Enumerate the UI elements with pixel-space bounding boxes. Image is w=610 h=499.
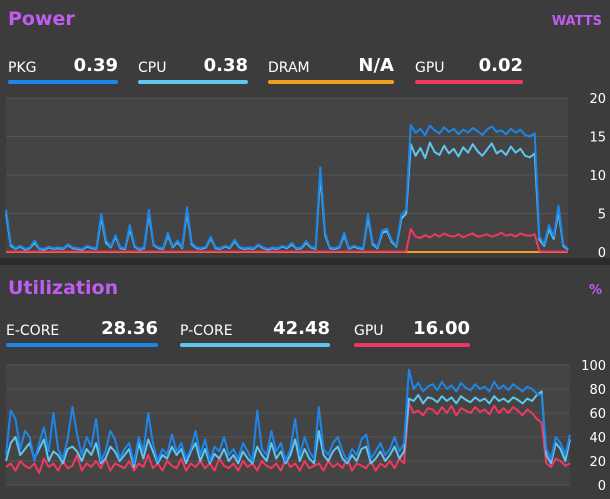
utilization-series-gpu-line <box>5 402 571 474</box>
power-metric-label: PKG <box>8 60 37 76</box>
power-unit-label: WATTS <box>551 14 602 29</box>
utilization-y-tick-label: 60 <box>589 407 606 422</box>
utilization-metric-legend-bar <box>6 343 158 347</box>
power-panel: Power WATTS PKG 0.39 CPU 0.38 DRAM N/A GPU 0.02… <box>0 0 610 258</box>
utilization-metric-label: E-CORE <box>6 323 60 339</box>
power-metric-dram: DRAM N/A <box>268 54 394 86</box>
utilization-metric-value: 28.36 <box>101 318 158 339</box>
utilization-y-tick-label: 0 <box>598 479 606 494</box>
utilization-series-e-core-line <box>5 368 571 465</box>
power-series-pkg-line <box>5 124 569 250</box>
utilization-metric-legend-bar <box>354 343 470 347</box>
power-title: Power <box>8 8 75 30</box>
utilization-y-tick-label: 20 <box>589 455 606 470</box>
power-y-tick-label: 15 <box>589 131 606 146</box>
utilization-y-tick-label: 40 <box>589 431 606 446</box>
power-y-tick-label: 20 <box>589 92 606 107</box>
power-metric-legend-bar <box>415 80 523 84</box>
power-metric-cpu: CPU 0.38 <box>138 54 248 86</box>
utilization-y-tick-label: 80 <box>589 383 606 398</box>
power-metric-value: 0.02 <box>478 55 523 76</box>
power-metric-gpu: GPU 0.02 <box>415 54 523 86</box>
utilization-panel: Utilization % E-CORE 28.36 P-CORE 42.48 GPU 1… <box>0 265 610 499</box>
power-series-gpu-line <box>6 227 568 253</box>
power-metric-value: 0.38 <box>203 55 248 76</box>
utilization-metric-gpu: GPU 16.00 <box>354 317 470 349</box>
utilization-metric-legend-bar <box>180 343 330 347</box>
power-y-tick-label: 0 <box>598 246 606 258</box>
power-metric-value: N/A <box>358 55 394 76</box>
utilization-unit-label: % <box>588 283 602 298</box>
utilization-chart: 100 80 60 40 20 0 <box>5 359 606 494</box>
utilization-metric-label: GPU <box>354 323 384 339</box>
power-metric-label: GPU <box>415 60 445 76</box>
power-metric-value: 0.39 <box>73 55 118 76</box>
power-metric-legend-bar <box>8 80 118 84</box>
utilization-y-tick-label: 100 <box>581 359 606 374</box>
power-metric-label: DRAM <box>268 60 310 76</box>
utilization-metric-value: 16.00 <box>413 318 470 339</box>
utilization-metric-label: P-CORE <box>180 323 233 339</box>
power-y-tick-label: 5 <box>598 208 606 223</box>
power-chart: 20 15 10 5 0 <box>5 92 606 258</box>
utilization-metric-p-core: P-CORE 42.48 <box>180 317 330 349</box>
power-metric-pkg: PKG 0.39 <box>8 54 118 86</box>
utilization-metric-e-core: E-CORE 28.36 <box>6 317 158 349</box>
power-y-tick-label: 10 <box>589 169 606 184</box>
power-metric-label: CPU <box>138 60 167 76</box>
power-metric-legend-bar <box>268 80 394 84</box>
utilization-metric-value: 42.48 <box>273 318 330 339</box>
power-metric-legend-bar <box>138 80 248 84</box>
utilization-title: Utilization <box>8 277 119 299</box>
